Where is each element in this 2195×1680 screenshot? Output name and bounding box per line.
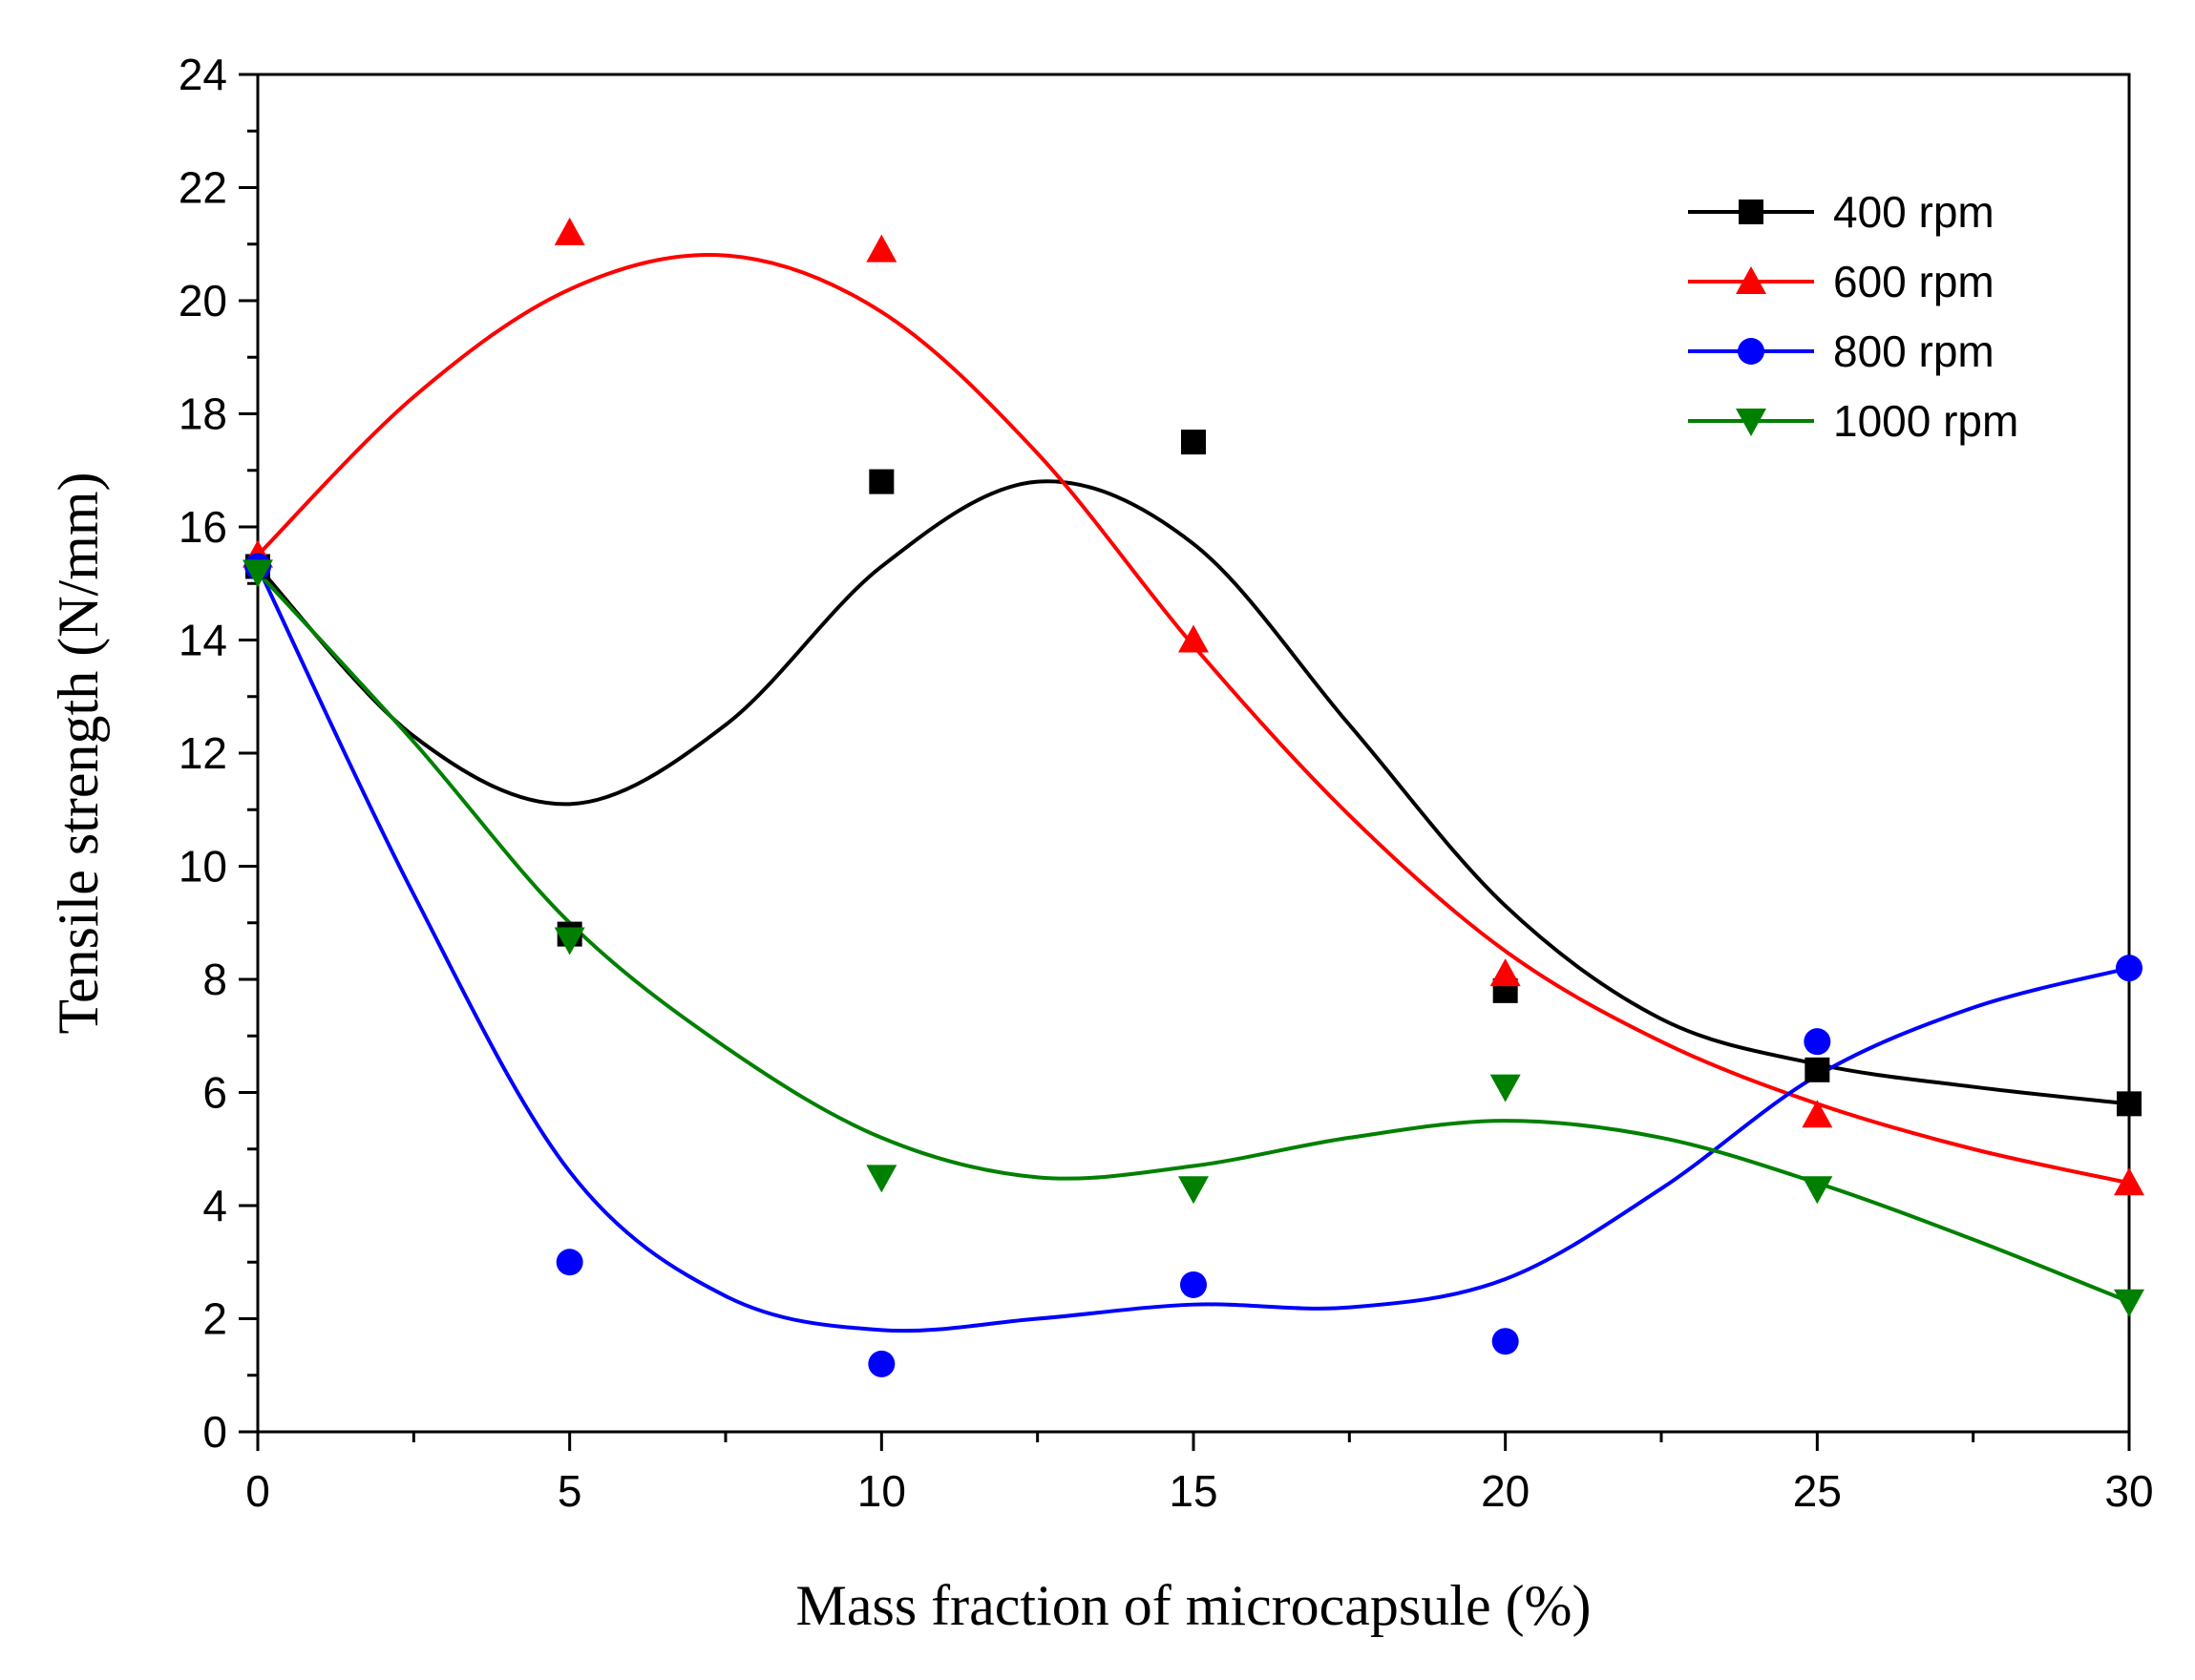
legend-marker-1000-rpm — [1736, 409, 1766, 436]
y-tick-label: 8 — [202, 955, 227, 1004]
y-tick-label: 2 — [202, 1294, 227, 1344]
legend-label-1000-rpm: 1000 rpm — [1833, 396, 2018, 446]
data-point-1000-rpm — [2114, 1289, 2144, 1317]
data-point-1000-rpm — [1802, 1176, 1833, 1205]
data-point-800-rpm — [868, 1350, 896, 1377]
data-point-1000-rpm — [243, 559, 273, 588]
x-tick-label: 5 — [558, 1466, 582, 1516]
x-tick-label: 30 — [2104, 1466, 2153, 1516]
data-point-800-rpm — [1804, 1028, 1831, 1056]
y-tick-label: 18 — [179, 389, 227, 439]
fit-curve-800-rpm — [256, 565, 2130, 1334]
x-tick-label: 15 — [1169, 1466, 1217, 1516]
y-tick-label: 20 — [179, 276, 227, 326]
y-tick-label: 22 — [179, 163, 227, 213]
data-point-1000-rpm — [554, 927, 585, 956]
data-point-400-rpm — [1805, 1057, 1830, 1082]
data-point-600-rpm — [866, 234, 897, 262]
legend-marker-400-rpm — [1739, 200, 1763, 224]
y-tick-label: 16 — [179, 502, 227, 552]
y-tick-label: 12 — [179, 728, 227, 778]
data-point-1000-rpm — [1489, 1074, 1521, 1102]
data-point-800-rpm — [2116, 955, 2142, 982]
y-tick-label: 10 — [179, 842, 227, 892]
y-tick-label: 0 — [202, 1407, 227, 1457]
data-point-400-rpm — [1181, 430, 1206, 455]
data-markers — [243, 217, 2144, 1377]
x-tick-label: 0 — [245, 1466, 270, 1516]
data-point-400-rpm — [2117, 1091, 2142, 1117]
data-point-400-rpm — [869, 469, 895, 494]
x-tick-label: 10 — [857, 1466, 906, 1516]
data-point-1000-rpm — [1178, 1176, 1209, 1205]
legend-label-600-rpm: 600 rpm — [1833, 257, 1994, 306]
legend: 400 rpm 600 rpm 800 rpm 1000 rpm — [1688, 187, 2018, 446]
x-tick-label: 20 — [1481, 1466, 1530, 1516]
data-point-800-rpm — [1180, 1270, 1207, 1298]
y-tick-label: 24 — [179, 50, 227, 99]
fit-curve-400-rpm — [256, 479, 2130, 1106]
x-axis-title: Mass fraction of microcapsule (%) — [795, 1574, 1591, 1637]
legend-marker-600-rpm — [1736, 266, 1766, 294]
fit-curve-600-rpm — [256, 253, 2130, 1186]
data-point-600-rpm — [1802, 1100, 1833, 1128]
y-tick-label: 14 — [179, 616, 227, 665]
data-point-600-rpm — [1489, 958, 1521, 987]
y-tick-label: 4 — [202, 1181, 227, 1230]
legend-label-400-rpm: 400 rpm — [1833, 187, 1994, 237]
data-point-600-rpm — [554, 217, 585, 245]
y-axis-title: Tensile strength (N/mm) — [47, 472, 110, 1034]
x-tick-label: 25 — [1793, 1466, 1842, 1516]
legend-marker-800-rpm — [1738, 338, 1764, 365]
data-point-600-rpm — [1178, 624, 1209, 653]
legend-label-800-rpm: 800 rpm — [1833, 326, 1994, 376]
y-tick-label: 6 — [202, 1068, 227, 1118]
data-point-600-rpm — [2114, 1167, 2144, 1196]
data-point-800-rpm — [1491, 1328, 1519, 1355]
data-point-800-rpm — [556, 1249, 583, 1276]
data-point-1000-rpm — [866, 1165, 897, 1193]
